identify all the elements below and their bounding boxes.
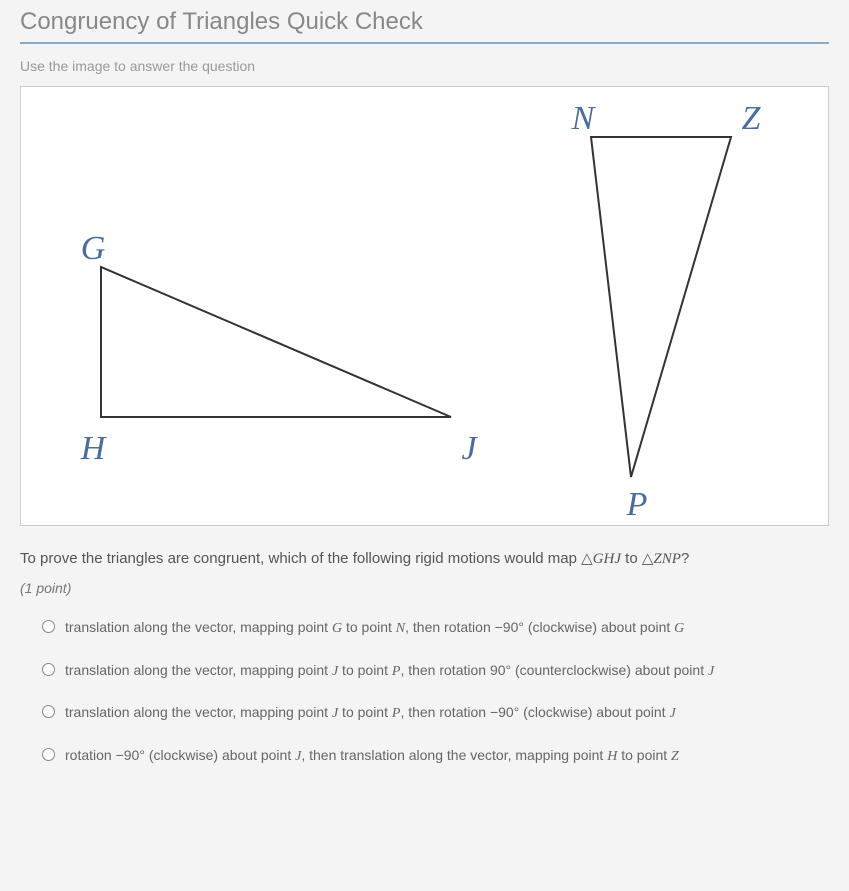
option-row[interactable]: rotation −90° (clockwise) about point J,…	[42, 746, 829, 767]
radio-button[interactable]	[42, 620, 55, 633]
math-var: G	[674, 621, 684, 636]
tri-symbol-1: △	[581, 551, 593, 567]
math-var: J	[669, 706, 675, 721]
option-text: translation along the vector, mapping po…	[65, 703, 676, 724]
option-row[interactable]: translation along the vector, mapping po…	[42, 703, 829, 724]
question-post: ?	[681, 550, 689, 567]
math-var: J	[708, 664, 714, 679]
option-text-part: to point	[617, 747, 671, 763]
vertex-label-n: N	[572, 100, 595, 138]
math-var: H	[607, 749, 617, 764]
option-text: rotation −90° (clockwise) about point J,…	[65, 746, 679, 767]
triangle-shape	[581, 127, 849, 527]
radio-button[interactable]	[42, 705, 55, 718]
vertex-label-p: P	[627, 486, 648, 524]
option-text-part: rotation −90° (clockwise) about point	[65, 747, 295, 763]
figure-box: G H J N Z P	[20, 86, 829, 526]
tri-letters-2: ZNP	[653, 551, 681, 567]
radio-button[interactable]	[42, 663, 55, 676]
option-text-part: to point	[338, 704, 392, 720]
option-text-part: translation along the vector, mapping po…	[65, 704, 332, 720]
option-text-part: , then rotation −90° (clockwise) about p…	[400, 704, 669, 720]
option-text: translation along the vector, mapping po…	[65, 661, 714, 682]
page-root: Congruency of Triangles Quick Check Use …	[0, 0, 849, 808]
option-row[interactable]: translation along the vector, mapping po…	[42, 661, 829, 682]
radio-button[interactable]	[42, 748, 55, 761]
tri-letters-1: GHJ	[593, 551, 621, 567]
triangle-shape	[91, 257, 491, 657]
page-title: Congruency of Triangles Quick Check	[20, 8, 829, 44]
option-text-part: , then rotation 90° (counterclockwise) a…	[400, 662, 708, 678]
math-var: Z	[671, 749, 679, 764]
vertex-label-z: Z	[742, 100, 761, 138]
vertex-label-h: H	[81, 430, 106, 468]
tri-symbol-2: △	[642, 551, 654, 567]
question-mid: to	[621, 550, 642, 567]
option-text-part: to point	[338, 662, 392, 678]
vertex-label-j: J	[461, 430, 476, 468]
option-text-part: , then translation along the vector, map…	[301, 747, 607, 763]
instruction-text: Use the image to answer the question	[20, 58, 829, 74]
vertex-label-g: G	[81, 230, 106, 268]
option-text-part: translation along the vector, mapping po…	[65, 662, 332, 678]
